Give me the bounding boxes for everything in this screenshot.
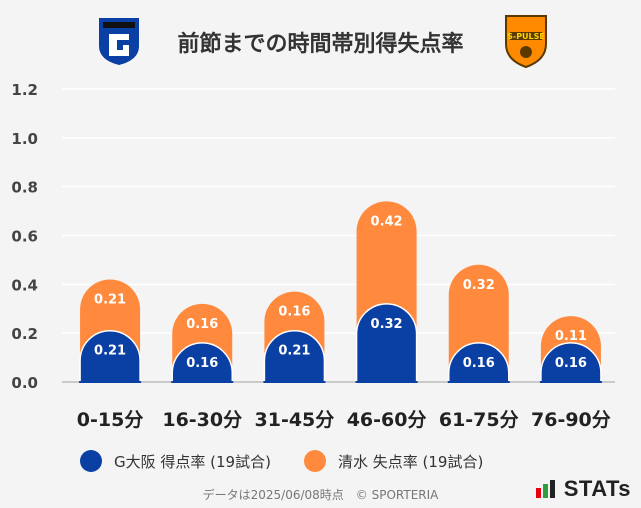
data-label-osaka-3: 0.32: [371, 317, 403, 332]
gamba-osaka-logo-icon: [99, 18, 139, 65]
data-label-osaka-1: 0.16: [186, 356, 218, 371]
team-logo-right: S-PULSE: [502, 14, 550, 72]
bar-osaka-base-5: [539, 381, 602, 383]
bar-osaka-0: [79, 330, 141, 383]
x-tick-label-4: 61-75分: [439, 409, 519, 431]
legend: G大阪 得点率 (19試合) 清水 失点率 (19試合): [0, 446, 641, 476]
bar-osaka-base-4: [447, 381, 510, 383]
legend-item-osaka: G大阪 得点率 (19試合): [80, 446, 271, 476]
x-tick-label-5: 76-90分: [531, 409, 611, 431]
legend-swatch-shimizu: [304, 450, 326, 472]
legend-item-shimizu: 清水 失点率 (19試合): [304, 446, 483, 476]
bars: 0.21 0.21 0.16 0.16 0.21 0.16 0.32 0.42 0.16 0.32…: [79, 201, 602, 383]
bar-osaka-3: [355, 303, 418, 383]
data-label-osaka-5: 0.16: [555, 356, 587, 371]
bar-osaka-base-0: [79, 381, 142, 383]
data-label-shimizu-5: 0.11: [555, 329, 587, 344]
stacked-bar-chart: 0.00.20.40.60.81.01.2 0.210.210.160.160.…: [11, 81, 615, 431]
x-tick-label-0: 0-15分: [77, 409, 144, 431]
data-label-shimizu-1: 0.16: [186, 317, 218, 332]
data-label-shimizu-0: 0.21: [94, 292, 126, 307]
stats-brand: STATs: [535, 476, 631, 502]
bar-osaka-base-2: [263, 381, 326, 383]
bar-osaka-base-3: [355, 381, 418, 383]
legend-label-osaka: G大阪 得点率 (19試合): [114, 452, 271, 471]
data-label-shimizu-2: 0.16: [278, 305, 310, 320]
legend-swatch-osaka: [80, 450, 102, 472]
footer-note: データは2025/06/08時点 © SPORTERIA: [202, 488, 439, 502]
s-pulse-logo-text: S-PULSE: [507, 32, 545, 41]
data-label-shimizu-3: 0.42: [371, 214, 403, 229]
bar-osaka-4: [448, 342, 510, 383]
data-label-osaka-0: 0.21: [94, 344, 126, 359]
bar-osaka-1: [171, 342, 233, 383]
legend-label-shimizu: 清水 失点率 (19試合): [338, 452, 484, 471]
y-tick-label: 0.4: [11, 276, 38, 294]
team-logo-left: [97, 16, 141, 70]
x-tick-label-1: 16-30分: [162, 409, 242, 431]
bar-osaka-5: [540, 342, 602, 383]
x-tick-label-3: 46-60分: [347, 409, 427, 431]
x-axis: 0-15分 16-30分 31-45分 46-60分 61-75分 76-90分: [77, 409, 611, 431]
bar-osaka-base-1: [171, 381, 234, 383]
bar-osaka-2: [263, 330, 326, 383]
data-label-osaka-2: 0.21: [278, 344, 310, 359]
x-tick-label-2: 31-45分: [255, 409, 335, 431]
y-axis: 0.0 0.2 0.4 0.6 0.8 1.0 1.2: [11, 81, 38, 392]
grid-lines: [62, 88, 615, 383]
y-tick-label: 0.2: [11, 325, 38, 343]
y-tick-label: 1.2: [11, 81, 38, 99]
stats-brand-text: STATs: [563, 476, 631, 501]
stats-bars-icon: [535, 480, 555, 498]
y-tick-label: 0.6: [11, 228, 38, 246]
data-label-shimizu-4: 0.32: [463, 278, 495, 293]
y-tick-label: 1.0: [11, 130, 38, 148]
y-tick-label: 0.8: [11, 179, 38, 197]
data-label-osaka-4: 0.16: [463, 356, 495, 371]
y-tick-label: 0.0: [11, 374, 38, 392]
chart-title: 前節までの時間帯別得失点率: [177, 32, 464, 57]
shimizu-s-pulse-logo-icon: S-PULSE: [505, 15, 547, 69]
